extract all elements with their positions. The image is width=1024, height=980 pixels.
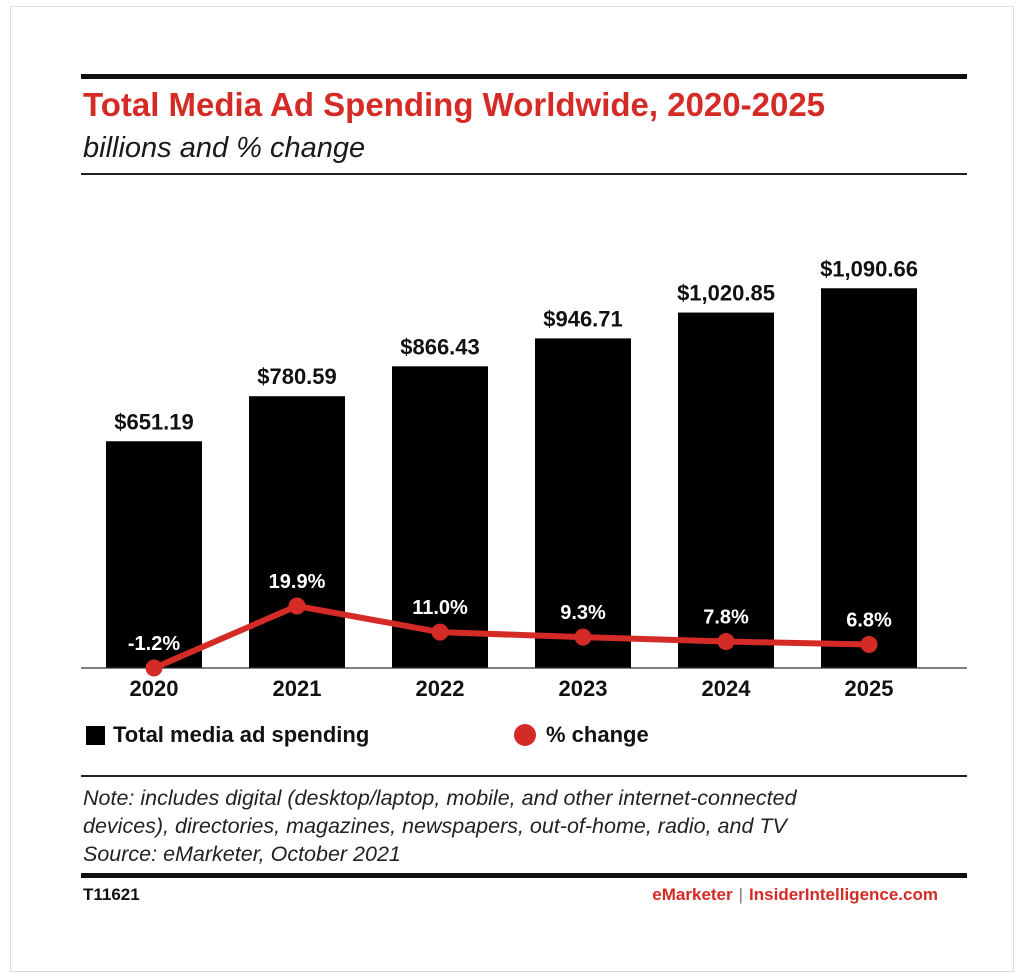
- bar-2023: [535, 338, 631, 668]
- bar-2021: [249, 396, 345, 668]
- change-point-2022: [431, 623, 449, 641]
- bar-label-2022: $866.43: [400, 334, 480, 359]
- change-line: [152, 603, 870, 671]
- chart-plot: $651.19 $780.59 $866.43 $946.71 $1,020.85 $1,…: [81, 256, 967, 701]
- bar-label-2024: $1,020.85: [677, 281, 775, 306]
- change-label-2021: 19.9%: [269, 571, 326, 593]
- change-point-2020: [145, 659, 163, 677]
- brand-insider-link[interactable]: InsiderIntelligence.com: [749, 885, 938, 904]
- legend-label-line: % change: [546, 722, 649, 747]
- bar-2025: [821, 288, 917, 668]
- change-point-2025: [860, 635, 878, 653]
- change-label-2020: -1.2%: [128, 633, 180, 655]
- legend-label-bars: Total media ad spending: [113, 722, 370, 747]
- bar-2020: [106, 441, 202, 668]
- x-tick-label-2024: 2024: [702, 676, 752, 701]
- source-line: Source: eMarketer, October 2021: [83, 842, 401, 866]
- bar-2024: [678, 312, 774, 668]
- note-line-1: Note: includes digital (desktop/laptop, …: [83, 786, 797, 810]
- brand-emarketer[interactable]: eMarketer: [652, 885, 733, 904]
- brand-separator: |: [738, 885, 744, 904]
- change-point-2024: [717, 633, 735, 651]
- x-tick-label-2021: 2021: [273, 676, 322, 701]
- change-label-2025: 6.8%: [846, 609, 892, 631]
- x-tick-label-2022: 2022: [416, 676, 465, 701]
- bar-label-2020: $651.19: [114, 409, 194, 434]
- bar-2022: [392, 366, 488, 668]
- chart-title: Total Media Ad Spending Worldwide, 2020-…: [83, 86, 826, 123]
- legend-item-line: % change: [514, 722, 649, 748]
- legend-item-bars: Total media ad spending: [86, 722, 369, 748]
- change-label-2024: 7.8%: [703, 607, 749, 629]
- x-tick-label-2025: 2025: [845, 676, 894, 701]
- bar-label-2025: $1,090.66: [820, 256, 918, 281]
- bar-label-2023: $946.71: [543, 306, 623, 331]
- chart-note: Note: includes digital (desktop/laptop, …: [83, 784, 953, 868]
- top-rule: [81, 74, 967, 79]
- change-label-2022: 11.0%: [412, 597, 468, 619]
- change-label-2023: 9.3%: [560, 602, 606, 624]
- note-line-2: devices), directories, magazines, newspa…: [83, 814, 787, 838]
- note-rule: [81, 775, 967, 777]
- bottom-rule: [81, 873, 967, 878]
- brand-footer: eMarketer | InsiderIntelligence.com: [652, 885, 938, 905]
- x-tick-label-2020: 2020: [130, 676, 179, 701]
- x-tick-label-2023: 2023: [559, 676, 608, 701]
- chart-subtitle: billions and % change: [83, 132, 366, 164]
- chart-id: T11621: [83, 885, 140, 904]
- bar-label-2021: $780.59: [257, 364, 337, 389]
- change-point-2023: [574, 628, 592, 646]
- legend-swatch-line: [514, 724, 536, 746]
- chart-frame: [10, 6, 1014, 972]
- header-rule: [81, 173, 967, 175]
- legend-swatch-bars: [86, 725, 105, 745]
- change-point-2021: [288, 597, 306, 615]
